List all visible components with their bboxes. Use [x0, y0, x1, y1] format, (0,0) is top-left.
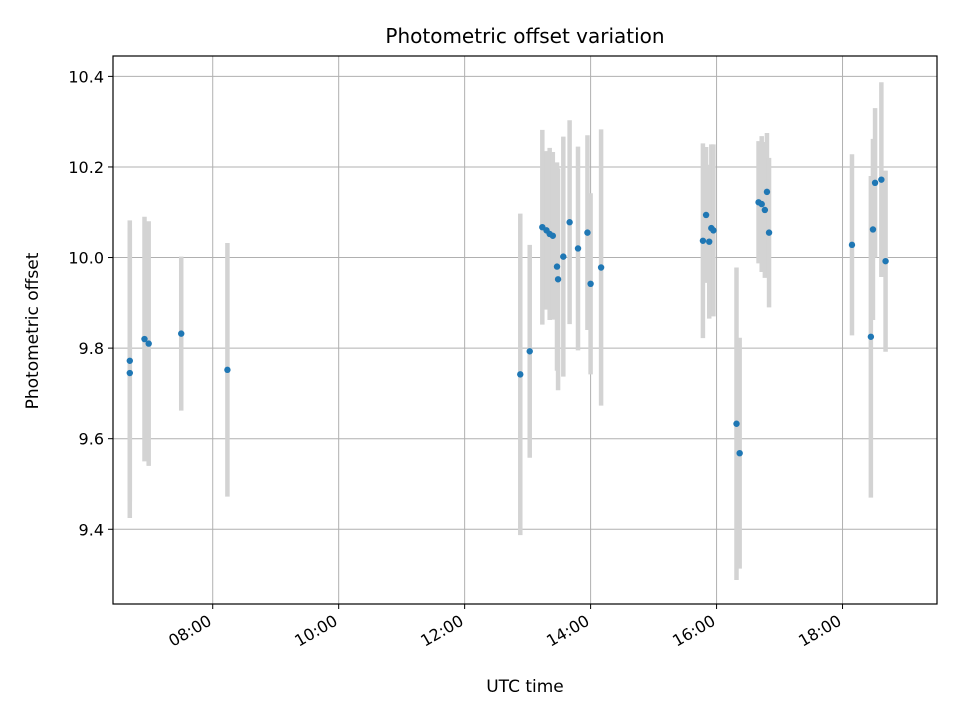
data-point [517, 371, 524, 378]
data-point [566, 219, 573, 226]
data-point [553, 263, 561, 270]
y-tick-label: 9.4 [79, 520, 104, 539]
y-axis-label: Photometric offset [23, 252, 43, 409]
data-point [549, 232, 557, 239]
data-point [699, 237, 707, 244]
grid-lines [113, 56, 937, 604]
data-point [710, 227, 717, 234]
data-point [574, 245, 582, 252]
data-point [882, 257, 889, 265]
data-point [178, 330, 185, 337]
y-tick-label: 10.2 [68, 158, 104, 177]
y-tick-label: 9.6 [79, 430, 104, 449]
data-point [554, 276, 562, 283]
data-point [761, 206, 769, 214]
data-point [587, 280, 594, 288]
data-points [126, 176, 889, 457]
data-point [736, 449, 743, 457]
data-point [867, 333, 875, 340]
data-point [141, 335, 148, 343]
y-tick-label: 10.4 [68, 67, 104, 86]
plot-frame [112, 55, 938, 605]
data-point [126, 357, 133, 364]
data-point [871, 179, 879, 187]
data-point [702, 211, 710, 219]
data-point [145, 340, 152, 347]
data-point [848, 241, 856, 249]
data-point [224, 366, 231, 374]
data-point [878, 176, 885, 183]
data-point [526, 348, 533, 355]
y-tick-label: 10.0 [68, 249, 104, 268]
data-point [869, 226, 877, 233]
data-point [597, 264, 605, 271]
data-point [706, 238, 713, 245]
x-axis-label: UTC time [486, 677, 564, 697]
chart-title: Photometric offset variation [385, 24, 664, 48]
data-point [765, 229, 773, 236]
data-point [758, 200, 765, 208]
y-tick-label: 9.8 [79, 339, 104, 358]
data-point [584, 229, 591, 236]
data-point [560, 253, 567, 260]
data-point [126, 369, 133, 377]
data-point [763, 188, 771, 196]
data-point [733, 420, 740, 427]
